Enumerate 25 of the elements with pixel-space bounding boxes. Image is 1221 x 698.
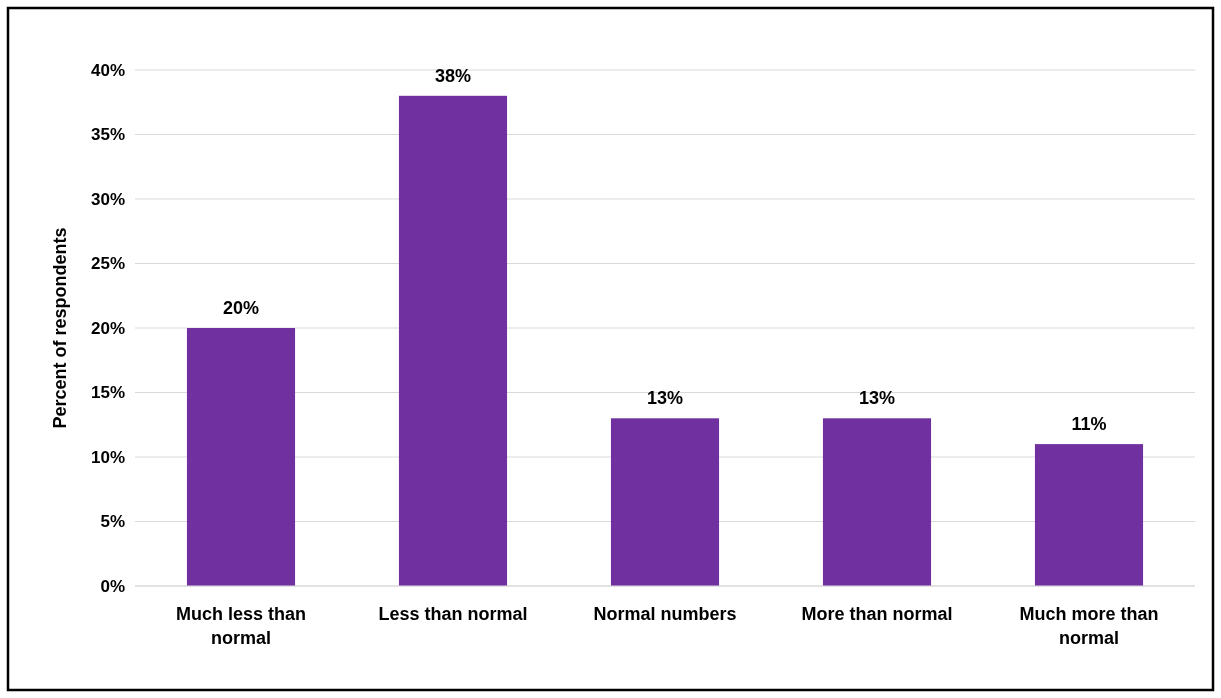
- y-tick-label: 0%: [100, 576, 125, 596]
- x-tick-label: More than normal: [801, 604, 953, 624]
- x-tick-label: Much less than normal: [175, 604, 307, 648]
- bar: [822, 418, 932, 586]
- bar: [186, 328, 296, 586]
- y-tick-label: 30%: [90, 189, 125, 209]
- y-tick-label: 35%: [90, 125, 125, 145]
- x-tick-label: Less than normal: [378, 604, 528, 624]
- data-label: 13%: [646, 388, 684, 409]
- y-tick-label: 10%: [90, 447, 125, 467]
- y-tick-label: 5%: [100, 512, 125, 532]
- data-label: 20%: [222, 298, 260, 318]
- data-label: 38%: [434, 65, 472, 86]
- y-tick-label: 40%: [90, 60, 125, 80]
- data-label: 13%: [858, 388, 896, 409]
- y-tick-label: 20%: [90, 318, 125, 338]
- y-tick-label: 25%: [90, 254, 125, 274]
- bar: [1034, 444, 1144, 586]
- bar: [398, 95, 508, 586]
- bar: [610, 418, 720, 586]
- y-axis-title: Percent of respondents: [50, 227, 70, 429]
- y-tick-label: 15%: [90, 383, 125, 403]
- x-tick-label: Much more than normal: [1019, 604, 1159, 648]
- x-tick-label: Normal numbers: [593, 604, 737, 624]
- data-label: 11%: [1071, 414, 1107, 435]
